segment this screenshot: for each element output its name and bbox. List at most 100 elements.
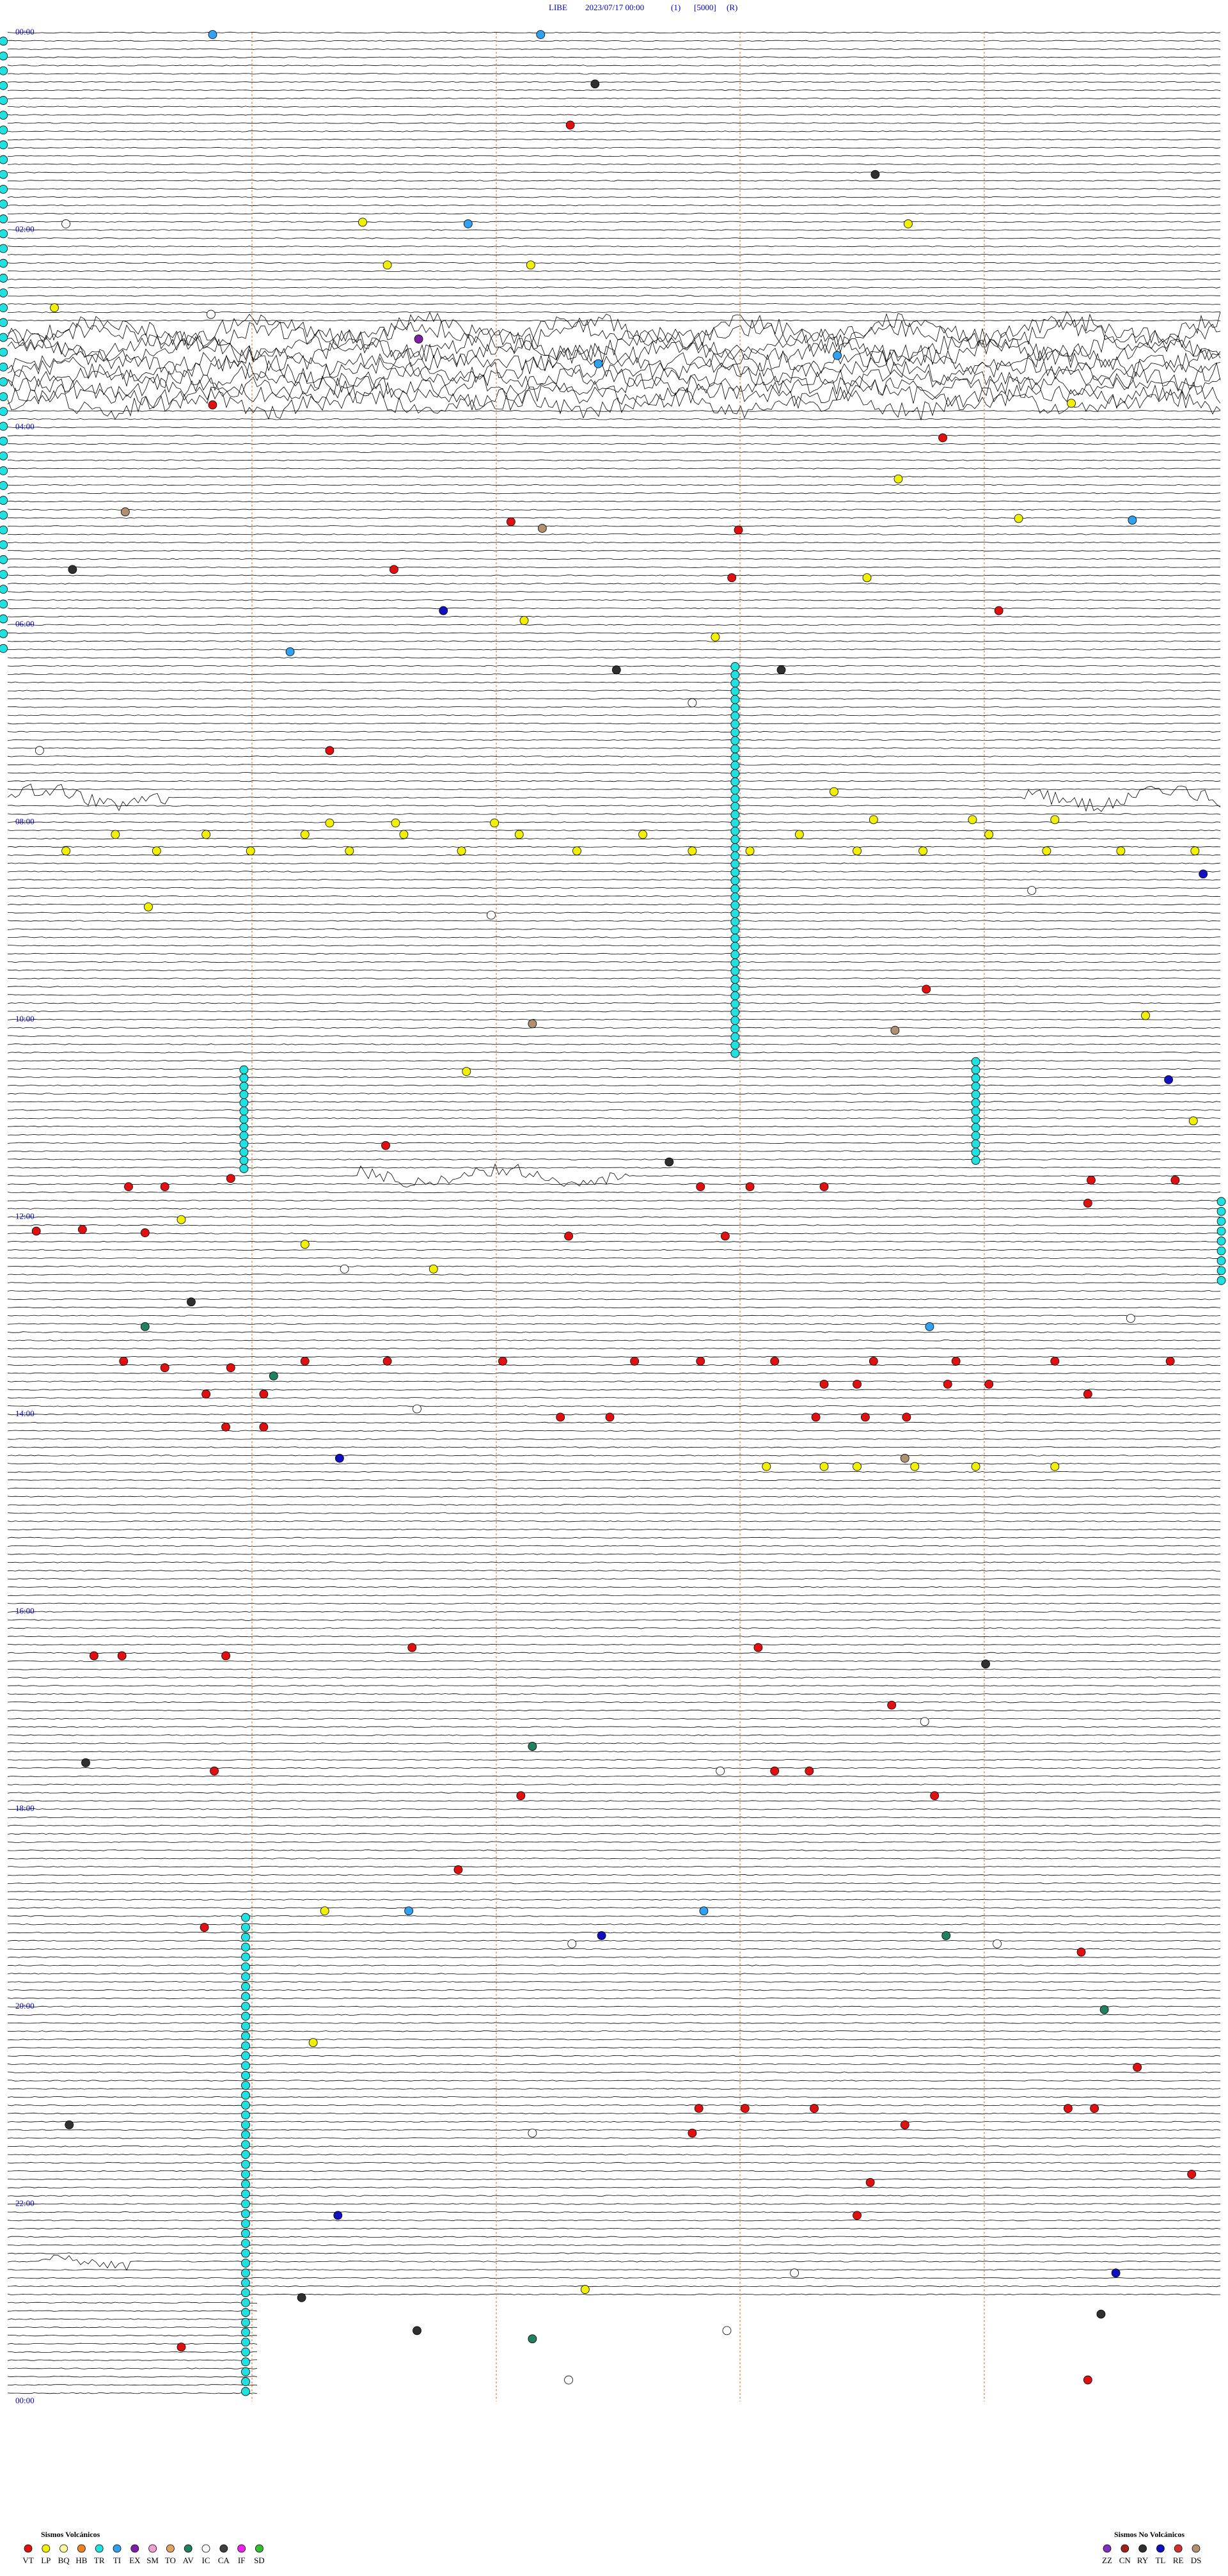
event <box>971 1106 980 1116</box>
event <box>528 2334 537 2344</box>
trace <box>7 1232 1221 1235</box>
event <box>930 1791 940 1801</box>
trace <box>7 2211 1221 2213</box>
trace <box>7 1824 1221 1827</box>
event <box>439 606 448 615</box>
event <box>711 632 720 642</box>
event <box>730 794 740 803</box>
event <box>730 802 740 811</box>
legend-label: IF <box>238 2556 246 2565</box>
event <box>391 818 400 828</box>
event <box>1128 516 1137 525</box>
event <box>381 1141 390 1150</box>
event <box>819 1462 829 1471</box>
trace <box>7 1208 1221 1210</box>
event <box>462 1067 471 1076</box>
event <box>1141 1011 1150 1020</box>
event <box>144 902 153 912</box>
trace <box>7 1290 1221 1292</box>
trace <box>7 434 1221 437</box>
trace <box>8 188 1221 190</box>
trace <box>7 2046 1221 2049</box>
event <box>984 830 994 839</box>
trace <box>7 722 1221 725</box>
legend-swatch <box>184 2544 193 2553</box>
event <box>853 1462 862 1471</box>
event <box>902 1412 911 1422</box>
event <box>861 1412 870 1422</box>
trace <box>7 1430 1221 1432</box>
event <box>0 81 8 90</box>
event <box>201 830 211 839</box>
trace <box>7 2186 1221 2188</box>
legend-label: TI <box>113 2556 121 2565</box>
trace <box>7 1685 1221 1687</box>
event <box>1076 1947 1086 1957</box>
event <box>0 184 8 194</box>
trace <box>7 352 1221 388</box>
minute-markers <box>251 33 985 2401</box>
event <box>730 826 740 836</box>
event <box>241 2090 250 2100</box>
trace <box>7 2145 1221 2147</box>
event <box>730 892 740 902</box>
trace <box>7 656 1221 659</box>
event <box>730 925 740 935</box>
event <box>730 901 740 910</box>
event <box>1083 1389 1092 1399</box>
event <box>119 1356 129 1366</box>
event <box>1042 846 1051 856</box>
event <box>0 392 8 401</box>
event <box>0 436 8 446</box>
event <box>971 1139 980 1149</box>
trace <box>7 1751 1220 1753</box>
event <box>241 2278 250 2288</box>
trace <box>7 2055 1221 2057</box>
trace <box>7 1948 1221 1950</box>
event <box>0 66 8 75</box>
event <box>221 1651 230 1661</box>
trace <box>7 81 1221 83</box>
trace <box>7 344 1221 379</box>
event <box>1216 1197 1226 1206</box>
trace <box>7 180 1221 182</box>
trace <box>7 2088 1221 2090</box>
event <box>241 2347 250 2357</box>
event <box>239 1123 249 1132</box>
trace <box>7 500 1221 503</box>
trace <box>7 163 1221 165</box>
event <box>414 335 423 344</box>
trace <box>7 1052 1221 1054</box>
legend: Sismos Volcánicos VT LP BQ HB TR TI EX SM TO AV IC C… <box>22 2530 1201 2565</box>
trace <box>7 1940 1221 1942</box>
event <box>208 400 217 409</box>
trace <box>7 384 1221 421</box>
event <box>730 1007 740 1017</box>
trace <box>7 1413 1221 1416</box>
event <box>720 1231 730 1241</box>
trace <box>7 48 1221 50</box>
event <box>893 474 903 484</box>
trace <box>7 1397 1221 1399</box>
event <box>1190 846 1200 856</box>
event <box>487 910 496 920</box>
trace <box>8 1471 1221 1473</box>
trace <box>7 1421 1221 1424</box>
trace <box>7 1355 1221 1358</box>
event <box>1164 1075 1173 1084</box>
event <box>490 818 499 828</box>
trace <box>7 1043 1221 1045</box>
trace <box>7 2104 1221 2106</box>
trace <box>7 780 1221 782</box>
trace <box>7 1487 1221 1490</box>
event <box>241 2021 250 2031</box>
event <box>994 606 1004 615</box>
event <box>730 703 740 713</box>
trace <box>7 2285 1221 2288</box>
trace <box>8 673 1221 676</box>
trace <box>7 1849 1221 1851</box>
event <box>790 2268 799 2278</box>
event <box>61 846 70 856</box>
event <box>241 2258 250 2268</box>
